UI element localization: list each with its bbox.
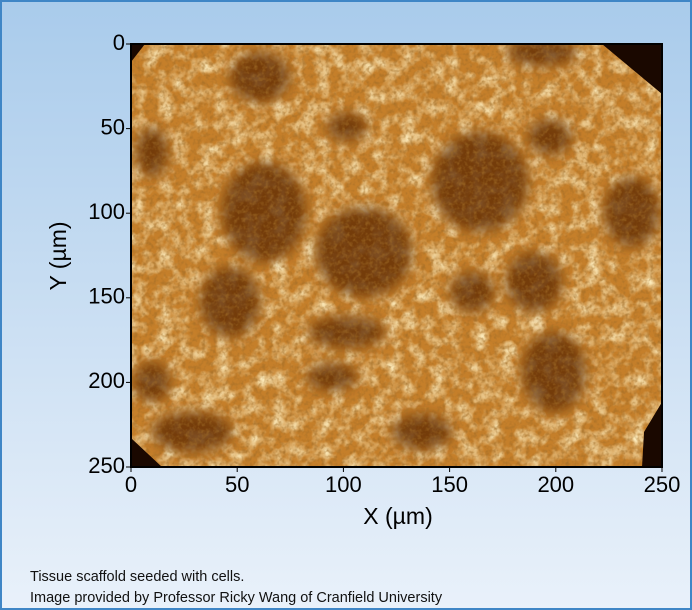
y-tick-label: 0 <box>113 30 125 55</box>
caption-line: Tissue scaffold seeded with cells. <box>30 569 244 585</box>
y-tick-label: 50 <box>101 114 125 139</box>
x-tick-label: 200 <box>537 472 574 497</box>
figure-panel: X (µm) Y (µm) 05010015020025005010015020… <box>0 0 692 610</box>
x-tick-label: 50 <box>225 472 249 497</box>
x-tick-label: 150 <box>431 472 468 497</box>
x-axis-label: X (µm) <box>363 503 432 529</box>
x-tick-label: 100 <box>325 472 362 497</box>
x-tick-label: 250 <box>644 472 681 497</box>
y-tick-label: 250 <box>88 453 125 478</box>
y-tick-label: 100 <box>88 199 125 224</box>
micrograph <box>131 38 662 467</box>
y-tick-label: 200 <box>88 368 125 393</box>
chart: X (µm) Y (µm) 05010015020025005010015020… <box>2 2 690 608</box>
y-axis-label: Y (µm) <box>45 221 71 290</box>
caption-line: Image provided by Professor Ricky Wang o… <box>30 590 442 606</box>
y-tick-label: 150 <box>88 284 125 309</box>
x-tick-label: 0 <box>125 472 137 497</box>
